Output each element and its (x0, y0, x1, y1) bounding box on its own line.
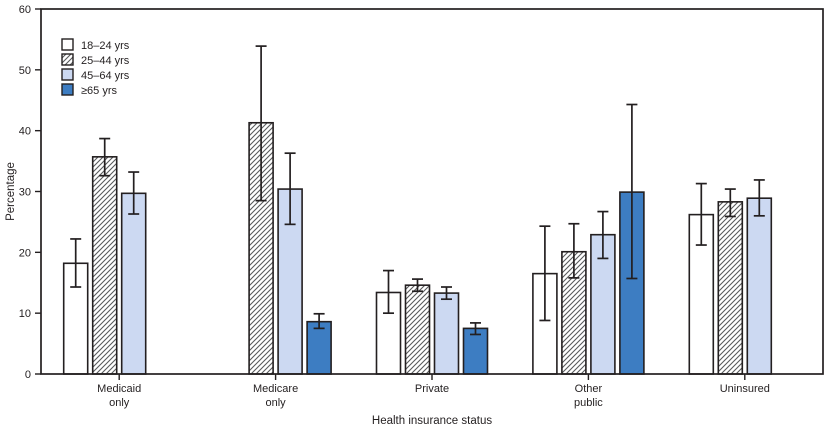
legend-swatch-hatch (61, 53, 74, 66)
bar-hatch-cat0 (91, 156, 118, 375)
x-axis-title: Health insurance status (372, 415, 492, 427)
legend-swatch-lightblue (61, 68, 74, 81)
bar-lightblue-cat2 (433, 292, 460, 375)
bar-darkblue-cat1 (306, 320, 332, 375)
legend-label: 45–64 yrs (81, 70, 130, 82)
y-tick-label: 60 (19, 4, 31, 16)
bar-hatch-cat4 (717, 201, 744, 375)
y-tick-label: 0 (25, 369, 31, 381)
y-tick-label: 30 (19, 187, 31, 199)
x-category-label: Private (415, 383, 449, 395)
x-category-label: only (109, 397, 130, 409)
x-category-label: public (574, 397, 603, 409)
x-category-label: Other (575, 383, 603, 395)
bar-lightblue-cat0 (120, 192, 147, 375)
legend-label: 25–44 yrs (81, 55, 130, 67)
legend-label: 18–24 yrs (81, 40, 130, 52)
x-category-label: Uninsured (720, 383, 770, 395)
x-category-label: Medicare (253, 383, 298, 395)
y-tick-label: 10 (19, 308, 31, 320)
x-category-label: only (266, 397, 287, 409)
legend-swatch-darkblue (61, 83, 74, 96)
y-tick-label: 20 (19, 247, 31, 259)
y-tick-label: 40 (19, 126, 31, 138)
bar-hatch-cat2 (404, 284, 431, 375)
legend-swatch-white (61, 38, 74, 51)
y-axis-title: Percentage (5, 162, 17, 221)
y-tick-label: 50 (19, 65, 31, 77)
bar-lightblue-cat4 (746, 197, 773, 375)
x-category-label: Medicaid (97, 383, 141, 395)
legend-label: ≥65 yrs (81, 85, 117, 97)
